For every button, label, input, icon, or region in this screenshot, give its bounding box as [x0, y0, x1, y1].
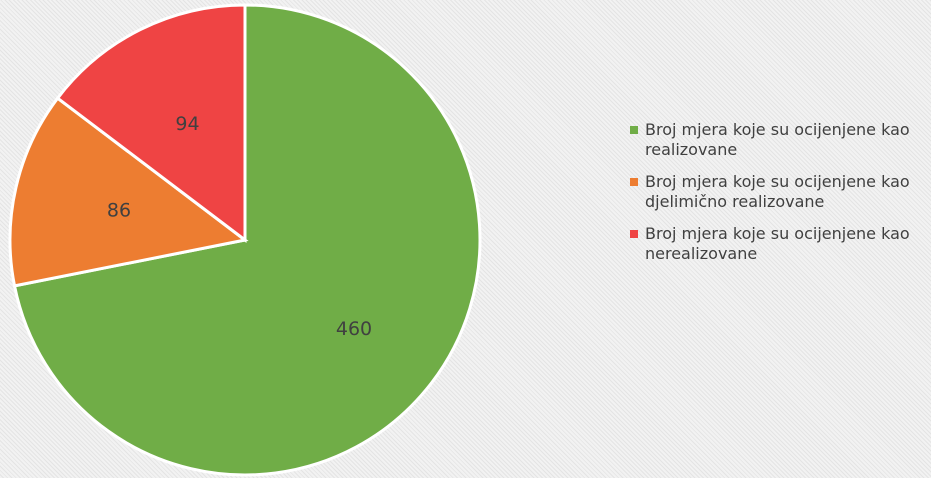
legend-item: Broj mjera koje su ocijenjene kao realiz…: [630, 120, 930, 160]
legend-item: Broj mjera koje su ocijenjene kao nereal…: [630, 224, 930, 264]
legend: Broj mjera koje su ocijenjene kao realiz…: [630, 120, 930, 276]
legend-label: Broj mjera koje su ocijenjene kao realiz…: [645, 120, 910, 159]
pie-slice: [55, 3, 247, 244]
legend-swatch: [630, 230, 638, 238]
data-label: 86: [107, 200, 131, 222]
legend-item: Broj mjera koje su ocijenjene kao djelim…: [630, 172, 930, 212]
data-label: 94: [175, 113, 199, 135]
data-label: 460: [336, 318, 372, 340]
legend-label: Broj mjera koje su ocijenjene kao djelim…: [645, 172, 910, 211]
legend-swatch: [630, 178, 638, 186]
legend-swatch: [630, 126, 638, 134]
legend-label: Broj mjera koje su ocijenjene kao nereal…: [645, 224, 910, 263]
pie-slice: [8, 96, 249, 288]
